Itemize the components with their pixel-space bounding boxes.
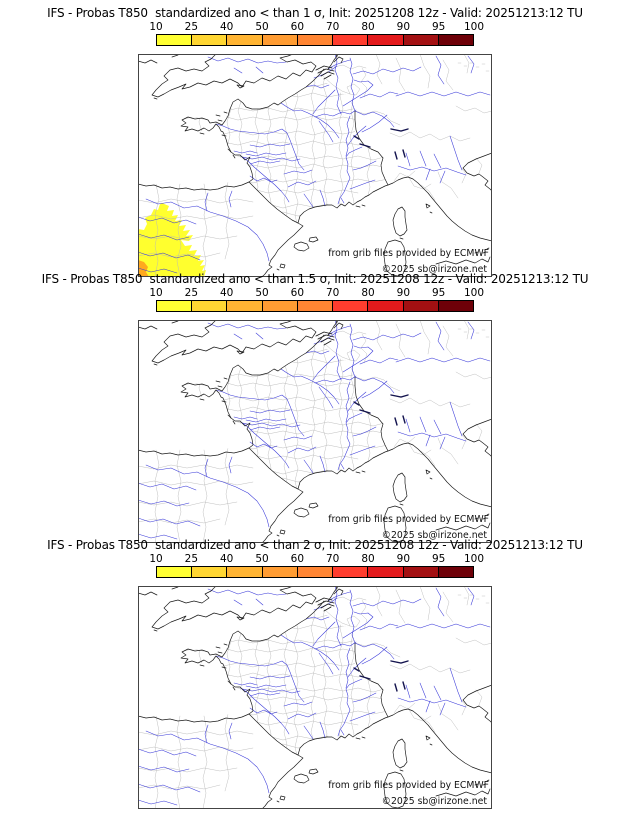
colorbar-tick: 40 bbox=[219, 287, 234, 299]
colorbar-segment bbox=[297, 35, 334, 45]
colorbar-tick: 10 bbox=[149, 21, 163, 33]
colorbar-segment bbox=[157, 301, 193, 311]
panel-sigma-2: IFS - Probas T850 standardized ano < tha… bbox=[0, 538, 630, 809]
colorbar-segment bbox=[262, 301, 298, 311]
colorbar-tick: 95 bbox=[431, 21, 446, 33]
colorbar-tick: 90 bbox=[396, 553, 411, 565]
colorbar-tick: 100 bbox=[463, 553, 485, 565]
colorbar-segment bbox=[262, 35, 298, 45]
colorbar-segment bbox=[157, 35, 193, 45]
colorbar-tick-row: 10 25 40 50 60 70 80 90 95 100 bbox=[149, 287, 484, 300]
colorbar-segment bbox=[227, 567, 263, 577]
colorbar-tick: 100 bbox=[463, 287, 485, 299]
colorbar-tick: 50 bbox=[255, 287, 269, 299]
colorbar-tick: 10 bbox=[149, 553, 163, 565]
colorbar-segment bbox=[368, 567, 404, 577]
colorbar-tick: 50 bbox=[255, 553, 269, 565]
colorbar-bar bbox=[156, 566, 474, 578]
colorbar-tick: 60 bbox=[290, 553, 305, 565]
colorbar-segment bbox=[227, 35, 263, 45]
colorbar-tick: 70 bbox=[325, 553, 340, 565]
colorbar-tick: 90 bbox=[396, 21, 411, 33]
colorbar-segment bbox=[157, 567, 193, 577]
colorbar-segment bbox=[192, 301, 228, 311]
panel-title: IFS - Probas T850 standardized ano < tha… bbox=[47, 6, 583, 20]
panel-title: IFS - Probas T850 standardized ano < tha… bbox=[47, 538, 583, 552]
colorbar-segment bbox=[192, 567, 228, 577]
colorbar-tick: 60 bbox=[290, 21, 305, 33]
colorbar-tick: 40 bbox=[219, 553, 234, 565]
colorbar-segment bbox=[403, 301, 439, 311]
colorbar-tick: 25 bbox=[184, 287, 199, 299]
probability-colorbar: 10 25 40 50 60 70 80 90 95 100 bbox=[149, 287, 484, 312]
colorbar-segment bbox=[297, 567, 334, 577]
colorbar-tick: 50 bbox=[255, 21, 269, 33]
panel-sigma-1-5: IFS - Probas T850 standardized ano < tha… bbox=[0, 272, 630, 543]
colorbar-tick: 70 bbox=[325, 21, 340, 33]
colorbar-tick: 60 bbox=[290, 287, 305, 299]
map-container bbox=[138, 54, 492, 277]
colorbar-tick-row: 10 25 40 50 60 70 80 90 95 100 bbox=[149, 21, 484, 34]
forecast-map-sigma-1-5 bbox=[138, 320, 492, 543]
colorbar-segment bbox=[438, 567, 473, 577]
colorbar-tick: 100 bbox=[463, 21, 485, 33]
colorbar-segment bbox=[297, 301, 334, 311]
colorbar-segment bbox=[403, 35, 439, 45]
colorbar-segment bbox=[262, 567, 298, 577]
colorbar-tick: 10 bbox=[149, 287, 163, 299]
colorbar-segment bbox=[438, 301, 473, 311]
colorbar-tick: 40 bbox=[219, 21, 234, 33]
colorbar-tick: 25 bbox=[184, 21, 199, 33]
colorbar-tick: 80 bbox=[361, 21, 375, 33]
colorbar-segment bbox=[438, 35, 473, 45]
probability-colorbar: 10 25 40 50 60 70 80 90 95 100 bbox=[149, 21, 484, 46]
colorbar-tick: 70 bbox=[325, 287, 340, 299]
colorbar-segment bbox=[333, 301, 369, 311]
map-container bbox=[138, 320, 492, 543]
map-container bbox=[138, 586, 492, 809]
probability-colorbar: 10 25 40 50 60 70 80 90 95 100 bbox=[149, 553, 484, 578]
colorbar-segment bbox=[368, 301, 404, 311]
colorbar-tick: 25 bbox=[184, 553, 199, 565]
colorbar-segment bbox=[192, 35, 228, 45]
colorbar-tick: 80 bbox=[361, 553, 375, 565]
forecast-map-sigma-1 bbox=[138, 54, 492, 277]
colorbar-tick: 90 bbox=[396, 287, 411, 299]
colorbar-segment bbox=[333, 567, 369, 577]
panel-title: IFS - Probas T850 standardized ano < tha… bbox=[41, 272, 589, 286]
colorbar-tick: 95 bbox=[431, 553, 446, 565]
panel-sigma-1: IFS - Probas T850 standardized ano < tha… bbox=[0, 6, 630, 277]
forecast-map-sigma-2 bbox=[138, 586, 492, 809]
colorbar-segment bbox=[333, 35, 369, 45]
colorbar-segment bbox=[227, 301, 263, 311]
colorbar-tick-row: 10 25 40 50 60 70 80 90 95 100 bbox=[149, 553, 484, 566]
colorbar-segment bbox=[403, 567, 439, 577]
colorbar-tick: 80 bbox=[361, 287, 375, 299]
colorbar-bar bbox=[156, 34, 474, 46]
colorbar-segment bbox=[368, 35, 404, 45]
colorbar-tick: 95 bbox=[431, 287, 446, 299]
colorbar-bar bbox=[156, 300, 474, 312]
